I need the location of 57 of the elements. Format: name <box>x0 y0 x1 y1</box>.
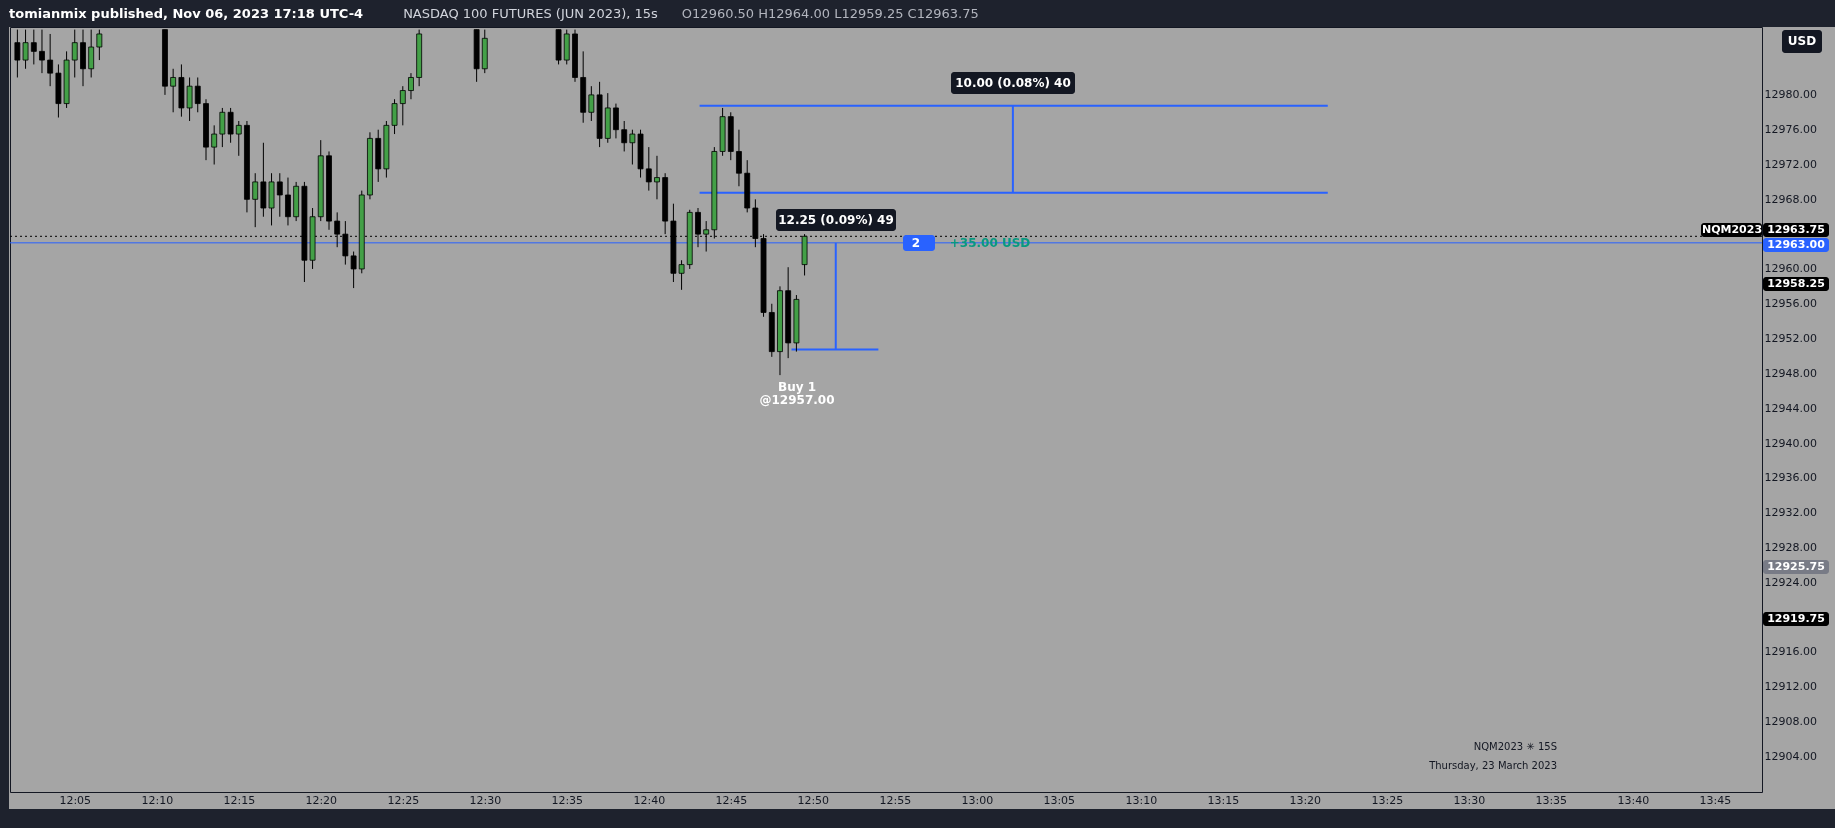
x-tick-label: 13:35 <box>1535 793 1568 807</box>
annotation: NQM2023 <box>1701 223 1763 236</box>
x-tick-label: 12:05 <box>59 793 92 807</box>
annotation: 2 <box>911 236 921 250</box>
x-tick-label: 12:40 <box>633 793 666 807</box>
y-tick-label: 12940.00 <box>1764 436 1817 450</box>
y-tick-label: 12916.00 <box>1764 645 1817 659</box>
text: tomianmix published, Nov 06, 2023 17:18 UTC-4 <box>9 6 364 21</box>
text: 12958.25 <box>1767 277 1825 290</box>
y-tick-label: 12968.00 <box>1764 192 1817 206</box>
annotation: 12.25 (0.09%) 49 <box>778 213 894 227</box>
y-tick-label: 12956.00 <box>1764 297 1817 311</box>
annotation: NQM2023 ✳ 15S <box>1473 741 1557 752</box>
x-tick-label: 13:10 <box>1125 793 1158 807</box>
x-tick-label: 12:35 <box>551 793 584 807</box>
x-tick-label: 13:45 <box>1699 793 1732 807</box>
y-tick-label: 12904.00 <box>1764 749 1817 763</box>
x-tick-label: 13:00 <box>961 793 994 807</box>
y-tick-label: 12944.00 <box>1764 401 1817 415</box>
y-tick-label: 12936.00 <box>1764 471 1817 485</box>
annotation: 10.00 (0.08%) 40 <box>955 76 1071 90</box>
text: 12919.75 <box>1767 612 1825 625</box>
annotation: Thursday, 23 March 2023 <box>1428 760 1557 771</box>
x-tick-label: 12:10 <box>141 793 174 807</box>
y-tick-label: 12928.00 <box>1764 540 1817 554</box>
y-tick-label: 12924.00 <box>1764 575 1817 589</box>
y-tick-label: 12932.00 <box>1764 506 1817 520</box>
annotation: Buy 1 <box>777 380 817 394</box>
text: 12963.75 <box>1767 223 1825 236</box>
chart-subtitle: O12960.50 H12964.00 L12959.25 C12963.75 <box>681 6 979 21</box>
text: 12925.75 <box>1767 560 1825 573</box>
x-tick-label: 12:50 <box>797 793 830 807</box>
chart-title: NASDAQ 100 FUTURES (JUN 2023), 15s <box>403 6 658 21</box>
y-tick-label: 12960.00 <box>1764 262 1817 276</box>
x-tick-label: 13:20 <box>1289 793 1322 807</box>
x-tick-label: 12:15 <box>223 793 256 807</box>
y-tick-label: 12980.00 <box>1764 88 1817 102</box>
y-tick-label: 12912.00 <box>1764 680 1817 694</box>
y-tick-label: 12908.00 <box>1764 715 1817 729</box>
annotation: @12957.00 <box>759 393 835 407</box>
text: 12963.00 <box>1767 238 1826 251</box>
y-tick-label: 12948.00 <box>1764 366 1817 380</box>
x-tick-label: 13:05 <box>1043 793 1076 807</box>
x-tick-label: 12:25 <box>387 793 420 807</box>
annotation: +35.00 USD <box>949 236 1031 250</box>
x-tick-label: 12:20 <box>305 793 338 807</box>
y-tick-label: 12952.00 <box>1764 332 1817 346</box>
x-tick-label: 12:55 <box>879 793 912 807</box>
x-tick-label: 13:25 <box>1371 793 1404 807</box>
text: USD <box>1787 34 1817 48</box>
y-tick-label: 12972.00 <box>1764 158 1817 172</box>
x-tick-label: 12:45 <box>715 793 748 807</box>
x-tick-label: 13:15 <box>1207 793 1240 807</box>
y-tick-label: 12976.00 <box>1764 123 1817 137</box>
x-tick-label: 13:40 <box>1617 793 1650 807</box>
x-tick-label: 13:30 <box>1453 793 1486 807</box>
x-tick-label: 12:30 <box>469 793 502 807</box>
